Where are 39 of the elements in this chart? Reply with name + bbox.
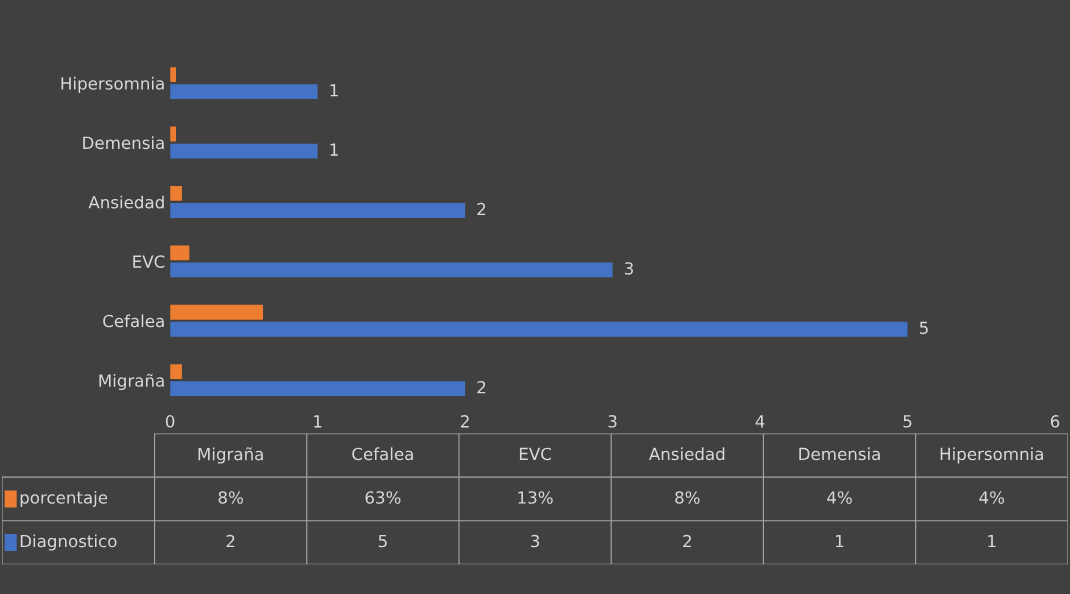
text: 8% (218, 491, 243, 504)
data-label: 5 (919, 321, 928, 335)
y-tick-label: Hipersomnia (61, 76, 164, 93)
y-tick-label: Demensia (83, 136, 164, 150)
x-tick-label: 0 (165, 415, 175, 428)
text: 63% (365, 491, 401, 504)
text: 5 (378, 534, 387, 548)
data-label: 3 (624, 262, 633, 275)
category-label: Ansiedad (648, 447, 725, 461)
category-label: Hipersomnia (940, 447, 1043, 464)
y-tick-label: Cefalea (103, 314, 164, 328)
data-label: 1 (330, 84, 338, 97)
data-label: 2 (477, 380, 486, 394)
category-label: Cefalea (352, 447, 413, 461)
legend-label: porcentaje (20, 490, 108, 508)
text: 4% (827, 491, 852, 504)
x-tick-label: 6 (1050, 415, 1060, 428)
y-tick-label: EVC (133, 255, 165, 268)
text: 2 (226, 534, 235, 548)
text: 8% (675, 491, 700, 504)
x-tick-label: 2 (461, 415, 469, 428)
legend-label: Diagnostico (20, 534, 117, 551)
text: 4% (979, 491, 1005, 504)
text: 1 (988, 534, 996, 548)
category-label: Demensia (799, 447, 880, 461)
data-label: 1 (330, 143, 338, 156)
x-tick-label: 5 (903, 415, 912, 428)
category-label: EVC (519, 447, 551, 461)
text: 1 (836, 534, 844, 548)
category-label: Migraña (198, 447, 263, 464)
x-tick-label: 3 (608, 415, 617, 428)
x-tick-label: 1 (314, 415, 322, 428)
data-label: 2 (477, 202, 486, 216)
y-tick-label: Migraña (99, 373, 164, 391)
text: 2 (683, 534, 691, 548)
x-tick-label: 4 (755, 415, 765, 428)
y-tick-label: Ansiedad (88, 195, 164, 209)
text: 3 (531, 534, 540, 548)
text: 13% (518, 491, 553, 504)
